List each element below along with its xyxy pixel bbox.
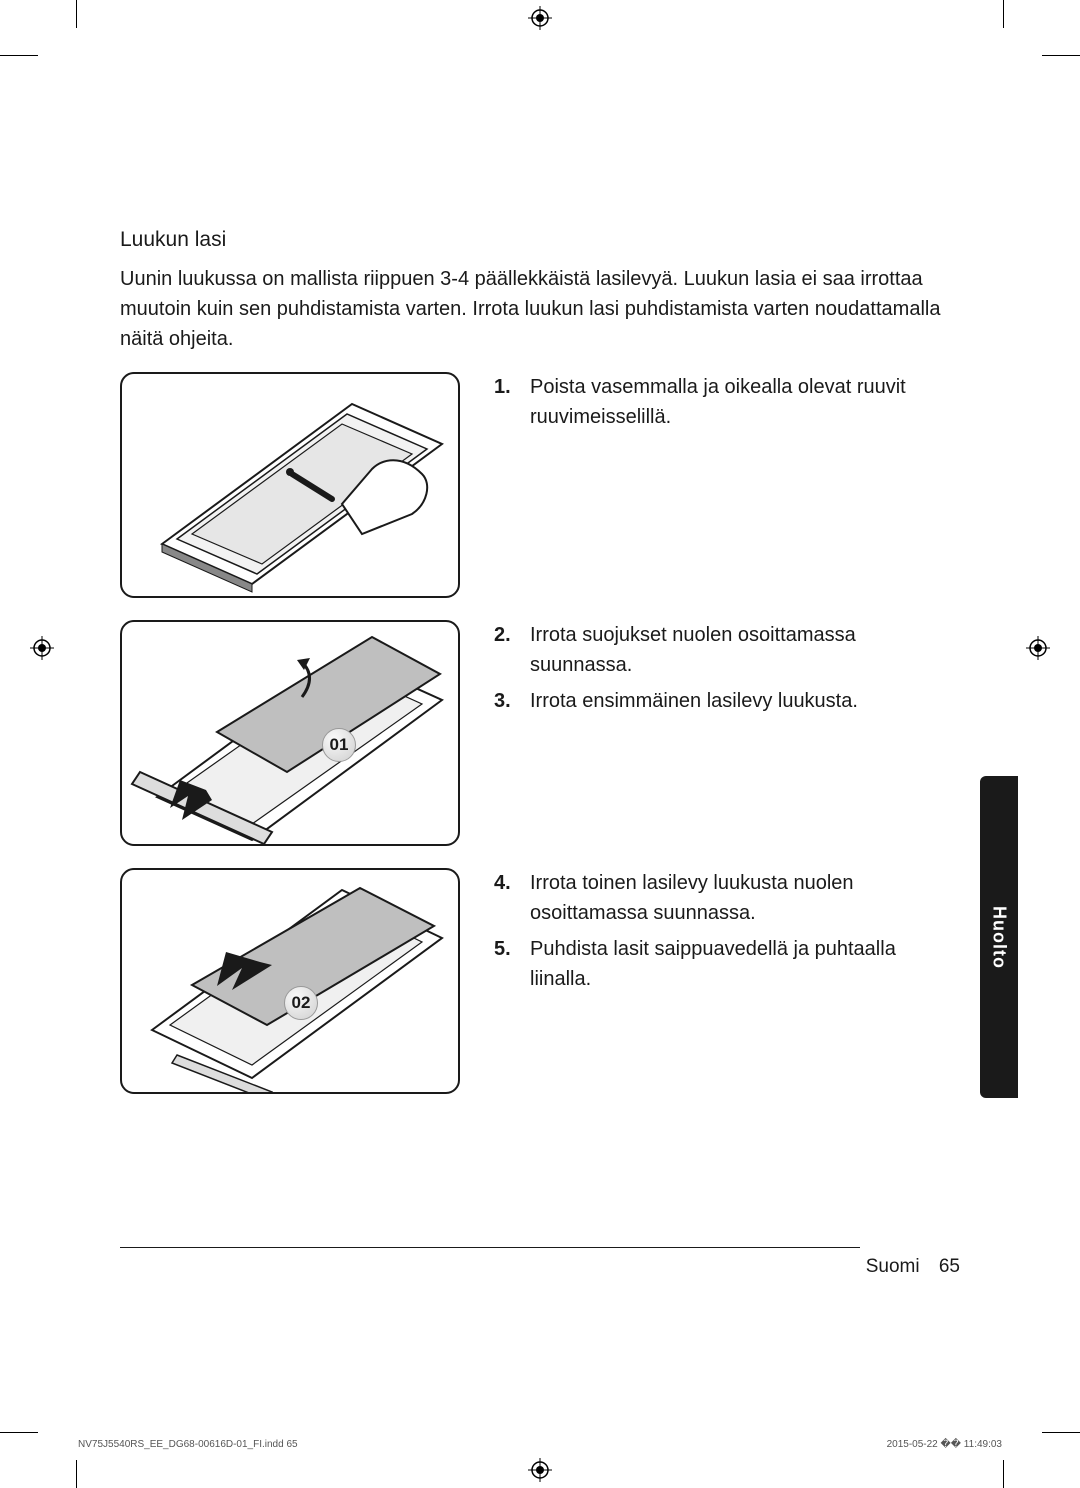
step-1: 1. Poista vasemmalla ja oikealla olevat … <box>494 372 960 432</box>
page-content: Luukun lasi Uunin luukussa on mallista r… <box>120 100 960 1116</box>
step-5: 5. Puhdista lasit saippuavedellä ja puht… <box>494 934 960 994</box>
crop-mark <box>1003 0 1004 28</box>
imprint-timestamp: 2015-05-22 �� 11:49:03 <box>887 1439 1002 1450</box>
footer-page-number: 65 <box>939 1256 960 1277</box>
illustration-glass-01: 01 <box>120 620 460 846</box>
illustration-glass-02: 02 <box>120 868 460 1094</box>
registration-mark-icon <box>528 6 552 30</box>
crop-mark <box>0 55 38 56</box>
illustration-screwdriver <box>120 372 460 598</box>
crop-mark <box>1042 55 1080 56</box>
step-2: 2. Irrota suojukset nuolen osoittamassa … <box>494 620 960 680</box>
step-number: 4. <box>494 868 518 928</box>
instruction-row: 02 4. Irrota toinen lasilevy luukusta nu… <box>120 868 960 1094</box>
step-text: Poista vasemmalla ja oikealla olevat ruu… <box>530 372 960 432</box>
imprint-filename: NV75J5540RS_EE_DG68-00616D-01_FI.indd 65 <box>78 1439 298 1450</box>
side-tab-label: Huolto <box>989 906 1010 969</box>
callout-02: 02 <box>284 986 318 1020</box>
crop-mark <box>76 1460 77 1488</box>
crop-mark <box>0 1432 38 1433</box>
instruction-list: 2. Irrota suojukset nuolen osoittamassa … <box>494 620 960 846</box>
step-text: Irrota suojukset nuolen osoittamassa suu… <box>530 620 960 680</box>
section-title: Luukun lasi <box>120 228 960 252</box>
registration-mark-icon <box>30 636 54 660</box>
crop-mark <box>1042 1432 1080 1433</box>
step-text: Puhdista lasit saippuavedellä ja puhtaal… <box>530 934 960 994</box>
registration-mark-icon <box>528 1458 552 1482</box>
step-number: 3. <box>494 686 518 716</box>
step-number: 2. <box>494 620 518 680</box>
footer-text: Suomi 65 <box>866 1256 960 1278</box>
step-3: 3. Irrota ensimmäinen lasilevy luukusta. <box>494 686 960 716</box>
step-number: 5. <box>494 934 518 994</box>
crop-mark <box>76 0 77 28</box>
step-text: Irrota ensimmäinen lasilevy luukusta. <box>530 686 858 716</box>
callout-01: 01 <box>322 728 356 762</box>
step-number: 1. <box>494 372 518 432</box>
instruction-list: 1. Poista vasemmalla ja oikealla olevat … <box>494 372 960 598</box>
instruction-row: 01 2. Irrota suojukset nuolen osoittamas… <box>120 620 960 846</box>
footer-language: Suomi <box>866 1256 920 1277</box>
instruction-row: 1. Poista vasemmalla ja oikealla olevat … <box>120 372 960 598</box>
intro-paragraph: Uunin luukussa on mallista riippuen 3-4 … <box>120 264 960 354</box>
step-text: Irrota toinen lasilevy luukusta nuolen o… <box>530 868 960 928</box>
side-tab: Huolto <box>980 776 1018 1098</box>
step-4: 4. Irrota toinen lasilevy luukusta nuole… <box>494 868 960 928</box>
footer-rule <box>120 1247 860 1248</box>
crop-mark <box>1003 1460 1004 1488</box>
registration-mark-icon <box>1026 636 1050 660</box>
instruction-list: 4. Irrota toinen lasilevy luukusta nuole… <box>494 868 960 1094</box>
